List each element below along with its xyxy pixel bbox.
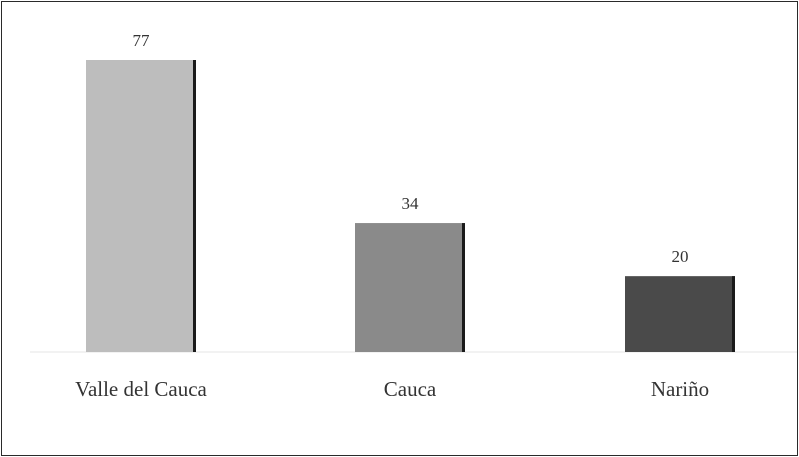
- category-label-nari-o: Nariño: [651, 377, 709, 401]
- bar-edge-nari-o: [732, 276, 735, 352]
- bar-valle-del-cauca: [86, 60, 196, 352]
- bars-group: [86, 60, 735, 352]
- bar-edge-valle-del-cauca: [193, 60, 196, 352]
- bar-nari-o: [625, 276, 735, 352]
- bar-cauca: [355, 223, 465, 352]
- value-label-cauca: 34: [402, 194, 420, 213]
- category-label-valle-del-cauca: Valle del Cauca: [75, 377, 207, 401]
- value-labels-group: 77 34 20: [133, 31, 689, 266]
- value-label-valle-del-cauca: 77: [133, 31, 151, 50]
- bar-edge-cauca: [462, 223, 465, 352]
- value-label-nari-o: 20: [672, 247, 689, 266]
- category-label-cauca: Cauca: [384, 377, 437, 401]
- category-labels-group: Valle del Cauca Cauca Nariño: [75, 377, 709, 401]
